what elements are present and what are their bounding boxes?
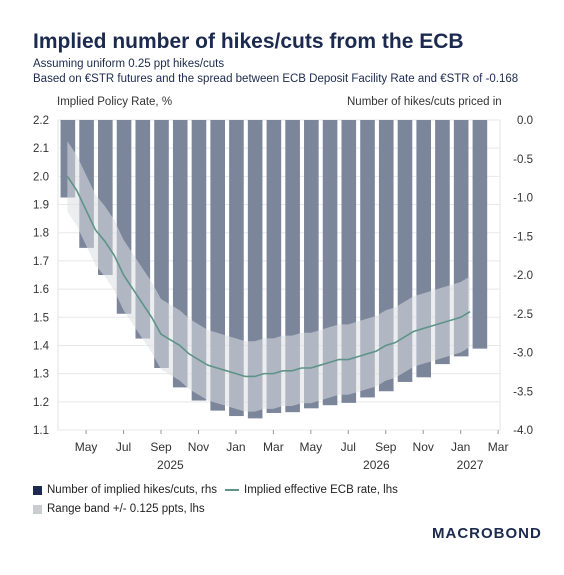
x-tick-label: May: [75, 440, 98, 454]
x-tick-label: Sep: [375, 440, 397, 454]
y-left-tick-label: 1.8: [33, 228, 49, 240]
x-year-label: 2027: [457, 458, 484, 472]
y-right-tick-label: -1.0: [513, 193, 533, 205]
x-tick-label: Nov: [188, 440, 209, 454]
x-tick-label: Mar: [488, 440, 509, 454]
y-right-tick-label: -1.5: [513, 231, 533, 243]
x-tick-label: Jul: [341, 440, 356, 454]
y-left-tick-label: 2.1: [33, 143, 49, 155]
bar: [472, 120, 488, 349]
legend-bars-swatch: [33, 485, 42, 495]
legend-band-swatch: [33, 504, 42, 514]
x-tick-label: May: [300, 440, 323, 454]
x-tick-label: Nov: [413, 440, 434, 454]
y-right-tick-label: -2.0: [513, 270, 533, 282]
x-tick-label: Jan: [226, 440, 245, 454]
legend-row-2: Range band +/- 0.125 ppts, lhs: [33, 503, 205, 515]
y-left-tick-label: 1.7: [33, 256, 49, 268]
legend-line-swatch: [225, 489, 240, 491]
x-year-label: 2025: [157, 458, 184, 472]
y-left-tick-label: 1.3: [33, 369, 49, 381]
chart-subtitle-2: Based on €STR futures and the spread bet…: [33, 73, 519, 85]
x-tick-label: Jan: [451, 440, 470, 454]
y-right-tick-label: -3.0: [513, 348, 533, 360]
y-right-tick-label: -0.5: [513, 154, 533, 166]
y-left-tick-label: 1.2: [33, 397, 49, 409]
legend-row-1: Number of implied hikes/cuts, rhs Implie…: [33, 484, 398, 496]
y-left-tick-label: 2.0: [33, 171, 49, 183]
y-left-tick-label: 1.4: [33, 340, 50, 352]
y-left-tick-label: 1.5: [33, 312, 49, 324]
implied-rate-line: [66, 175, 471, 378]
y-left-tick-label: 1.1: [33, 425, 49, 437]
y-right-tick-label: -4.0: [513, 425, 533, 437]
x-tick-label: Sep: [150, 440, 172, 454]
y-left-tick-label: 1.9: [33, 200, 49, 212]
x-tick-label: Jul: [116, 440, 131, 454]
x-tick-label: Mar: [263, 440, 284, 454]
right-axis-title: Number of hikes/cuts priced in: [347, 96, 502, 108]
chart-title: Implied number of hikes/cuts from the EC…: [33, 30, 464, 53]
y-right-tick-label: -2.5: [513, 309, 533, 321]
y-right-tick-label: 0.0: [517, 115, 533, 127]
y-right-tick-label: -3.5: [513, 386, 533, 398]
legend-bars-label: Number of implied hikes/cuts, rhs: [47, 484, 218, 496]
range-band: [67, 141, 471, 412]
chart-subtitle-1: Assuming uniform 0.25 ppt hikes/cuts: [33, 58, 225, 70]
macrobond-logo: MACROBOND: [432, 525, 542, 542]
x-year-label: 2026: [363, 458, 390, 472]
legend-line-label: Implied effective ECB rate, lhs: [244, 484, 398, 496]
y-left-tick-label: 2.2: [33, 115, 49, 127]
y-left-tick-label: 1.6: [33, 284, 49, 296]
left-axis-title: Implied Policy Rate, %: [57, 96, 173, 108]
legend-band-label: Range band +/- 0.125 ppts, lhs: [47, 503, 205, 515]
